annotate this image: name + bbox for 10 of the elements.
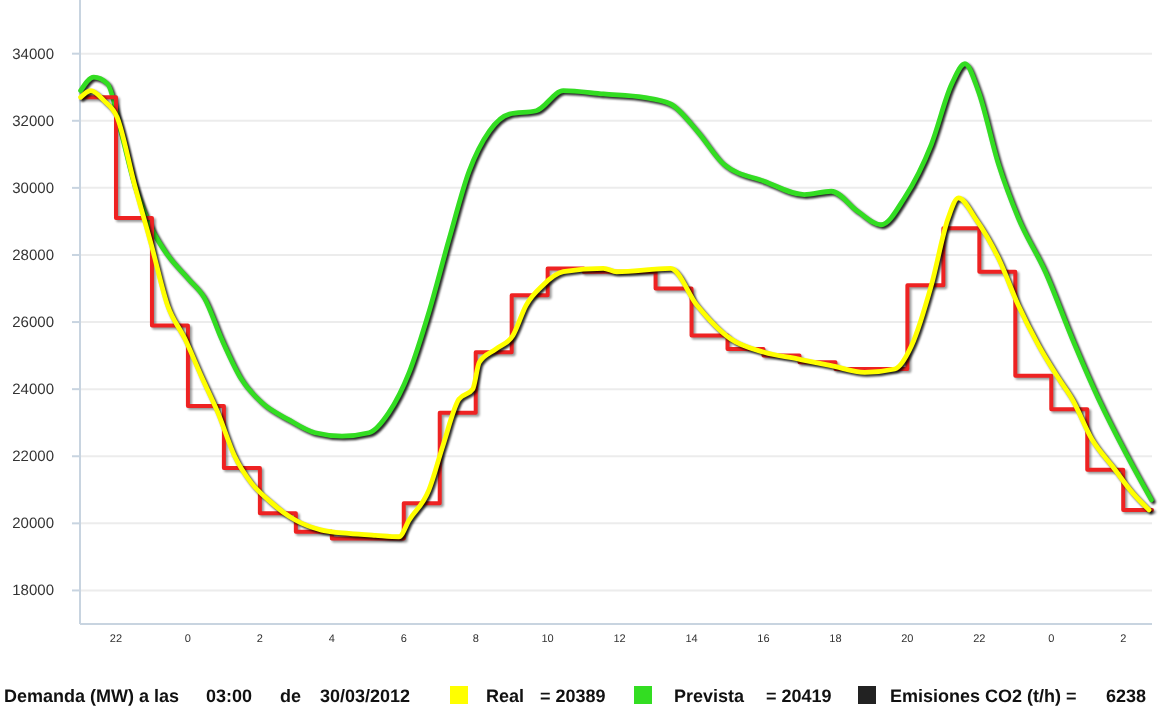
legend-label: Real	[486, 686, 525, 706]
text: Demanda (MW) a las	[4, 686, 180, 706]
text: = 20389	[540, 686, 606, 706]
text: 30/03/2012	[320, 686, 411, 706]
text: de	[280, 686, 302, 706]
text: Emisiones CO2 (t/h) =	[890, 686, 1077, 706]
text: 03:00	[206, 686, 253, 706]
text: = 20419	[766, 686, 832, 706]
text: 6238	[1106, 686, 1147, 706]
legend-label: Prevista	[674, 686, 747, 706]
